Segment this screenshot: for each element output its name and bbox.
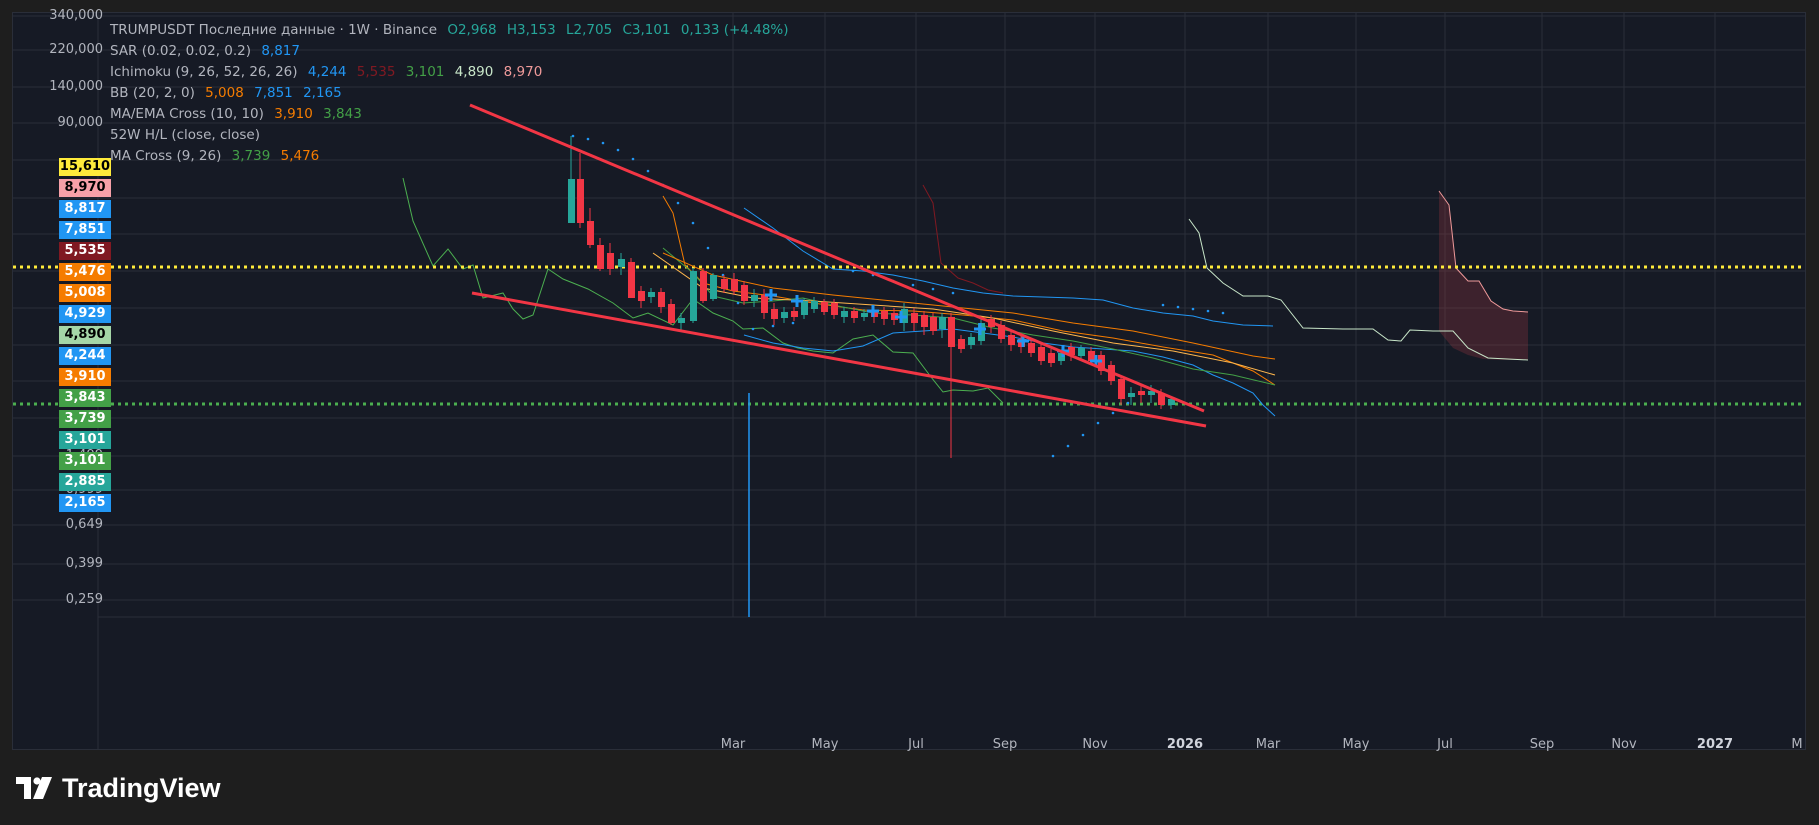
low-value: L2,705: [566, 22, 613, 38]
y-tick-label: 0,399: [65, 556, 103, 571]
bb-upper-value: 7,851: [254, 85, 293, 101]
macross-fast-value: 3,739: [231, 148, 271, 164]
price-badge: 2,885: [59, 473, 111, 491]
w52-name: 52W H/L (close, close): [110, 127, 260, 143]
price-chart-canvas[interactable]: [13, 13, 1805, 749]
price-badge: 3,910: [59, 368, 111, 386]
ichimoku-span-a-value: 4,890: [454, 64, 494, 80]
x-tick-label: Nov: [1611, 737, 1637, 752]
x-tick-label: Mar: [720, 737, 746, 752]
macross-slow-value: 5,476: [280, 148, 320, 164]
maema-ema-value: 3,843: [323, 106, 362, 122]
ma-cross-fast-line: [662, 247, 1276, 386]
x-tick-label: Mar: [1255, 737, 1281, 752]
open-value: O2,968: [447, 22, 497, 38]
high-value: H3,153: [506, 22, 556, 38]
price-badge: 5,476: [59, 263, 111, 281]
price-badge: 15,610: [59, 158, 111, 176]
ichimoku-conversion-value: 4,244: [307, 64, 347, 80]
y-tick-label: 140,000: [49, 79, 103, 94]
bb-basis-value: 5,008: [205, 85, 244, 101]
price-badge: 7,851: [59, 221, 111, 239]
symbol-title: TRUMPUSDT Последние данные · 1W · Binanc…: [110, 22, 438, 38]
ichimoku-base-value: 5,535: [356, 64, 396, 80]
price-badge: 3,843: [59, 389, 111, 407]
maema-name: MA/EMA Cross (10, 10): [110, 106, 264, 122]
y-tick-label: 90,000: [57, 115, 104, 130]
x-tick-label: M: [1791, 737, 1803, 752]
chart-pane[interactable]: TRUMPUSDT Последние данные · 1W · Binanc…: [12, 8, 1806, 752]
ichimoku-lagging-value: 3,101: [405, 64, 445, 80]
price-badge: 8,970: [59, 179, 111, 197]
legend-bb[interactable]: BB (20, 2, 0) 5,008 7,851 2,165: [110, 83, 795, 104]
bb-upper-line: [743, 207, 1274, 327]
ichimoku-span-b-past: [922, 184, 1004, 294]
price-badge: 5,008: [59, 284, 111, 302]
chart-legend: TRUMPUSDT Последние данные · 1W · Binanc…: [110, 20, 795, 167]
ma-cross-slow-line: [662, 252, 1276, 360]
y-tick-label: 0,649: [65, 517, 103, 532]
x-tick-label: Jul: [1437, 737, 1453, 752]
price-badge: 3,101: [59, 452, 111, 470]
x-tick-label: May: [1342, 737, 1370, 752]
price-badge: 3,101: [59, 431, 111, 449]
tradingview-logo[interactable]: TradingView: [16, 773, 221, 803]
x-tick-label: Nov: [1082, 737, 1108, 752]
y-tick-label: 220,000: [49, 42, 103, 57]
legend-52w-hl[interactable]: 52W H/L (close, close): [110, 125, 795, 146]
legend-main-series[interactable]: TRUMPUSDT Последние данные · 1W · Binanc…: [110, 20, 795, 41]
legend-ma-cross[interactable]: MA Cross (9, 26) 3,739 5,476: [110, 146, 795, 167]
legend-sar[interactable]: SAR (0.02, 0.02, 0.2) 8,817: [110, 41, 795, 62]
ichimoku-span-b-value: 8,970: [503, 64, 543, 80]
lower-trendline[interactable]: [471, 291, 1207, 428]
price-badge: 3,739: [59, 410, 111, 428]
price-badge: 4,890: [59, 326, 111, 344]
x-tick-label: 2027: [1696, 737, 1734, 752]
change-value: 0,133 (+4.48%): [680, 22, 789, 38]
bb-lower-value: 2,165: [303, 85, 342, 101]
sar-name: SAR (0.02, 0.02, 0.2): [110, 43, 252, 59]
price-badge: 4,244: [59, 347, 111, 365]
tradingview-logo-icon: [16, 777, 52, 799]
legend-ma-ema-cross[interactable]: MA/EMA Cross (10, 10) 3,910 3,843: [110, 104, 795, 125]
price-badge: 8,817: [59, 200, 111, 218]
x-tick-label: Sep: [1529, 737, 1555, 752]
macross-name: MA Cross (9, 26): [110, 148, 222, 164]
logo-text: TradingView: [62, 772, 221, 803]
x-tick-label: 2026: [1166, 737, 1204, 752]
ichimoku-name: Ichimoku (9, 26, 52, 26, 26): [110, 64, 298, 80]
maema-ma-value: 3,910: [274, 106, 313, 122]
price-badge: 4,929: [59, 305, 111, 323]
close-value: C3,101: [622, 22, 671, 38]
legend-ichimoku[interactable]: Ichimoku (9, 26, 52, 26, 26) 4,244 5,535…: [110, 62, 795, 83]
sar-dots: [571, 134, 1225, 458]
bb-name: BB (20, 2, 0): [110, 85, 195, 101]
y-tick-label: 340,000: [49, 8, 103, 23]
ichimoku-span-b: [1438, 190, 1529, 313]
ichimoku-span-a: [1188, 218, 1529, 361]
price-badge: 2,165: [59, 494, 111, 512]
y-tick-label: 0,259: [65, 592, 103, 607]
x-tick-label: May: [811, 737, 839, 752]
price-badge: 5,535: [59, 242, 111, 260]
chart-grid: [13, 13, 1805, 617]
x-tick-label: Sep: [992, 737, 1018, 752]
sar-value: 8,817: [261, 43, 300, 59]
upper-trendline[interactable]: [469, 103, 1205, 413]
x-tick-label: Jul: [908, 737, 924, 752]
ichimoku-cloud: [1439, 191, 1528, 360]
